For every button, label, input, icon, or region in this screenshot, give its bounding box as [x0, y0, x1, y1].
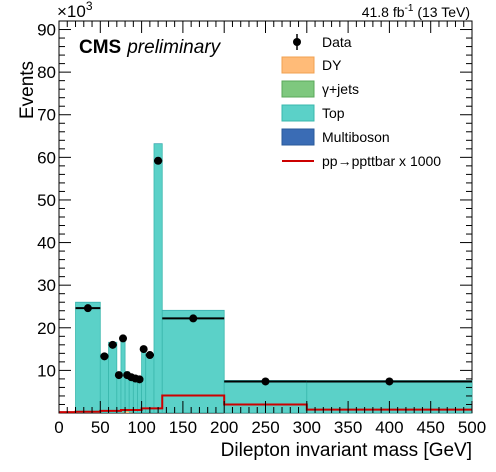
- legend-entry-data: Data: [293, 34, 352, 50]
- lumi-energy: (13 TeV): [413, 4, 470, 20]
- data-point-1: [100, 352, 108, 360]
- legend-entry-signal: pp→ppttbar x 1000: [282, 153, 441, 169]
- x-tick-label-2: 100: [127, 418, 155, 437]
- y-tick-label-1: 20: [37, 319, 56, 338]
- legend-multiboson-swatch: [282, 129, 314, 145]
- data-point-8: [136, 375, 144, 383]
- x-tick-label-0: 0: [54, 418, 63, 437]
- data-point-3: [115, 371, 123, 379]
- x-tick-label-6: 300: [293, 418, 321, 437]
- preliminary-text: preliminary: [126, 37, 221, 58]
- legend-data-marker: [293, 38, 301, 46]
- data-point-2: [109, 341, 117, 349]
- legend-entry-multiboson: Multiboson: [282, 129, 390, 145]
- legend-signal-label: pp→ppttbar x 1000: [322, 153, 441, 169]
- legend-top-swatch: [282, 105, 314, 121]
- x-tick-label-8: 400: [375, 418, 403, 437]
- bar-top-bin-7: [133, 378, 137, 413]
- x-tick-label-7: 350: [334, 418, 362, 437]
- y-exponent-label: ×103: [57, 0, 93, 21]
- bar-top-bin-0: [76, 302, 101, 412]
- legend-gjets-swatch: [282, 81, 314, 97]
- y-tick-label-6: 70: [37, 106, 56, 125]
- data-point-4: [119, 334, 127, 342]
- data-point-9: [140, 345, 148, 353]
- data-points: [76, 157, 472, 386]
- bar-top-bin-11: [154, 144, 162, 413]
- data-point-13: [262, 377, 270, 385]
- bar-top-bin-2: [109, 342, 117, 412]
- y-tick-label-7: 80: [37, 63, 56, 82]
- data-point-12: [189, 314, 197, 322]
- legend-entry-top: Top: [282, 105, 345, 121]
- y-tick-label-0: 10: [37, 361, 56, 380]
- legend-gjets-label: γ+jets: [322, 81, 359, 97]
- bar-top-bin-10: [146, 354, 154, 413]
- y-tick-label-5: 60: [37, 148, 56, 167]
- y-exponent-base: ×10: [57, 2, 86, 21]
- x-tick-label-9: 450: [417, 418, 445, 437]
- y-tick-label-4: 50: [37, 191, 56, 210]
- x-tick-label-5: 250: [251, 418, 279, 437]
- legend: Data DY γ+jets Top Multiboson pp→ppttbar…: [282, 34, 441, 169]
- x-tick-label-4: 200: [210, 418, 238, 437]
- cms-label: CMS preliminary: [79, 37, 222, 58]
- x-tick-label-3: 150: [169, 418, 197, 437]
- bar-dy-bin-5: [125, 412, 129, 413]
- data-point-14: [385, 377, 393, 385]
- legend-multiboson-label: Multiboson: [322, 129, 390, 145]
- x-axis-title: Dilepton invariant mass [GeV]: [221, 440, 472, 461]
- legend-top-label: Top: [322, 105, 345, 121]
- stacked-bars: [76, 144, 472, 414]
- cms-text: CMS: [79, 37, 121, 58]
- y-exponent-power: 3: [86, 0, 93, 13]
- y-tick-label-8: 90: [37, 21, 56, 40]
- data-point-10: [146, 351, 154, 359]
- bar-top-bin-1: [100, 354, 108, 412]
- lumi-label: 41.8 fb-1 (13 TeV): [362, 3, 470, 20]
- bar-top-bin-3: [117, 374, 121, 412]
- data-point-0: [84, 304, 92, 312]
- x-tick-label-10: 500: [458, 418, 486, 437]
- lumi-value: 41.8 fb: [362, 4, 405, 20]
- y-axis-title: Events: [17, 61, 38, 119]
- x-tick-label-1: 50: [91, 418, 110, 437]
- legend-entry-dy: DY: [282, 57, 342, 73]
- legend-dy-swatch: [282, 57, 314, 73]
- legend-entry-gjets: γ+jets: [282, 81, 359, 97]
- legend-dy-label: DY: [322, 57, 342, 73]
- y-tick-label-3: 40: [37, 234, 56, 253]
- y-tick-label-2: 30: [37, 276, 56, 295]
- bar-top-bin-12: [162, 310, 224, 412]
- legend-data-label: Data: [322, 34, 352, 50]
- data-point-11: [154, 157, 162, 165]
